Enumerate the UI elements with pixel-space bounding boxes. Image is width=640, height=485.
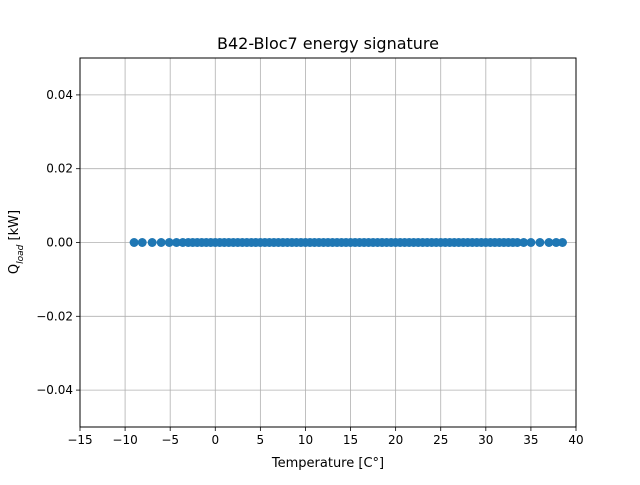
y-tick-label: 0.02 [46,162,73,176]
x-tick-label: 30 [478,433,493,447]
x-tick-label: 0 [211,433,219,447]
y-axis-label-subscript: load [16,244,26,264]
data-point [519,238,529,247]
y-tick-label: 0.04 [46,88,73,102]
data-point [156,238,166,247]
x-tick-label: 20 [388,433,403,447]
data-point [147,238,157,247]
x-tick-label: 40 [568,433,583,447]
y-tick-label: 0.00 [46,236,73,250]
data-point [137,238,147,247]
data-points [129,238,567,247]
x-ticks: −15 −10 −5 0 5 10 15 20 25 30 35 40 [67,427,584,447]
data-point [129,238,139,247]
x-tick-label: 25 [433,433,448,447]
data-point [544,238,554,247]
data-point [164,238,174,247]
y-axis-label: Qload [kW] [7,210,26,274]
y-ticks: −0.04 −0.02 0.00 0.02 0.04 [36,88,80,397]
x-tick-label: −10 [112,433,137,447]
x-tick-label: 15 [343,433,358,447]
x-axis-label: Temperature [C°] [271,456,384,471]
y-axis-label-unit: [kW] [7,210,22,245]
y-tick-label: −0.02 [36,309,73,323]
y-axis-label-main: Q [7,264,22,274]
x-tick-label: −15 [67,433,92,447]
data-point [535,238,545,247]
x-tick-label: 5 [257,433,265,447]
data-point [551,238,561,247]
x-tick-label: −5 [161,433,179,447]
data-point [526,238,536,247]
x-tick-label: 10 [298,433,313,447]
data-point [171,238,181,247]
data-point [557,238,567,247]
y-tick-label: −0.04 [36,383,73,397]
data-point [512,238,522,247]
chart-title: B42-Bloc7 energy signature [217,34,439,53]
x-tick-label: 35 [523,433,538,447]
